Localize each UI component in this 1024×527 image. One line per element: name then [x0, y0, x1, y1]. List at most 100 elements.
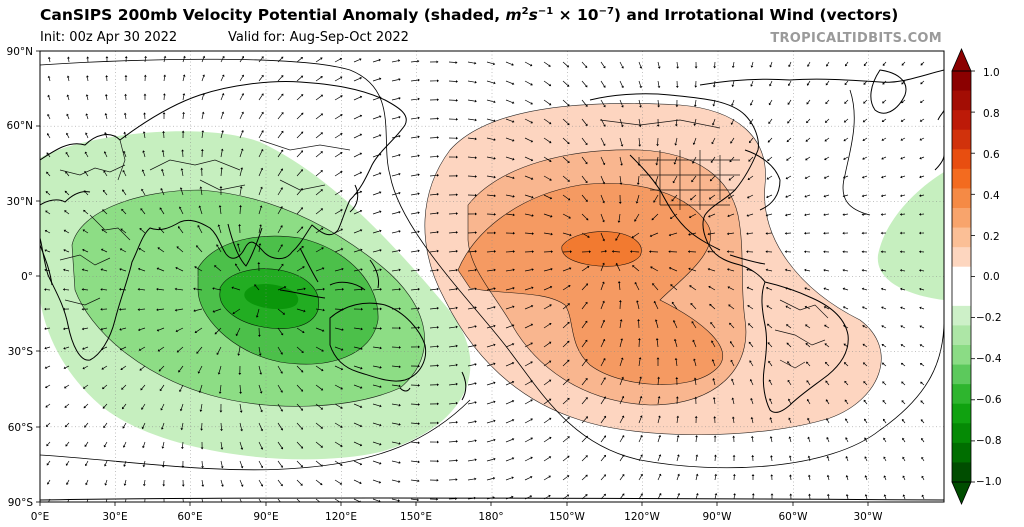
wind-vector-head [341, 267, 344, 271]
wind-vector-head [123, 464, 126, 467]
wind-vector [581, 456, 587, 462]
wind-vector-head [695, 473, 699, 476]
wind-vector [581, 175, 587, 182]
wind-vector-head [360, 347, 363, 350]
wind-vector-head [787, 361, 790, 364]
wind-vector [467, 156, 476, 159]
wind-vector [844, 137, 849, 141]
wind-vector [334, 77, 341, 82]
wind-vector [826, 61, 830, 66]
wind-vector-head [530, 323, 534, 327]
wind-vector-head [512, 231, 515, 235]
wind-vector [296, 208, 302, 215]
wind-vector [391, 231, 399, 234]
wind-vector [619, 156, 622, 164]
wind-vector [562, 118, 569, 125]
wind-vector-head [548, 140, 552, 144]
wind-vector [353, 365, 361, 369]
wind-vector-head [417, 268, 420, 272]
wind-vector-head [341, 348, 344, 351]
wind-vector-head [379, 115, 382, 118]
wind-vector-head [142, 445, 145, 449]
wind-vector-head [140, 208, 143, 211]
wind-vector [865, 495, 868, 500]
wind-vector-head [436, 459, 439, 463]
wind-vector [353, 498, 360, 502]
wind-vector [524, 324, 532, 329]
wind-vector [67, 115, 70, 120]
colorbar-segment [952, 247, 971, 268]
wind-vector-head [631, 235, 635, 239]
wind-vector [353, 96, 361, 101]
wind-vector-head [861, 306, 865, 309]
wind-vector-head [82, 366, 85, 370]
wind-vector [448, 250, 456, 253]
wind-vector [656, 156, 659, 164]
wind-vector-head [417, 78, 420, 82]
wind-vector [410, 250, 418, 253]
wind-vector [353, 327, 361, 330]
wind-vector [543, 268, 551, 272]
wind-vector-head [639, 415, 643, 418]
wind-vector-head [732, 435, 736, 438]
wind-vector-head [549, 304, 552, 307]
wind-vector-head [239, 186, 243, 189]
wind-vector [448, 460, 457, 462]
wind-vector [65, 346, 70, 349]
wind-vector-head [861, 231, 864, 235]
wind-vector-head [201, 111, 205, 114]
wind-vector [844, 325, 849, 329]
wind-vector [903, 439, 906, 443]
wind-vector [467, 288, 475, 291]
wind-vector [467, 345, 475, 348]
wind-vector [315, 460, 322, 466]
wind-vector [67, 479, 70, 484]
wind-vector [48, 115, 51, 120]
wind-vector [524, 194, 532, 198]
wind-vector-head [726, 232, 730, 236]
wind-vector [651, 267, 659, 272]
wind-vector-head [199, 409, 203, 412]
wind-vector [864, 99, 868, 103]
wind-vector [158, 308, 165, 311]
wind-vector-head [320, 482, 323, 486]
wind-vector-head [179, 408, 183, 412]
wind-vector [562, 285, 570, 291]
wind-vector-head [122, 445, 126, 448]
wind-vector [258, 169, 263, 177]
wind-vector-head [417, 249, 420, 253]
colorbar-segment [952, 384, 971, 405]
wind-vector [296, 170, 302, 177]
longitude-labels: 0°E 30°E 60°E 90°E 120°E 150°E 180° 150°… [31, 511, 883, 523]
wind-vector [616, 264, 621, 272]
wind-vector-head [67, 56, 70, 59]
wind-vector-head [179, 389, 182, 393]
wind-vector [448, 232, 457, 234]
wind-vector [353, 191, 361, 196]
brand-watermark: TROPICALTIDBITS.COM [770, 31, 942, 46]
wind-vector-head [85, 113, 89, 116]
wind-vector-head [920, 63, 923, 66]
wind-vector-head [639, 85, 643, 89]
wind-vector [353, 249, 361, 253]
wind-vector [83, 346, 89, 349]
wind-vector [200, 403, 203, 411]
wind-vector-head [512, 195, 515, 198]
lat-label: 90°N [7, 46, 33, 58]
wind-vector [524, 269, 532, 272]
wind-vector-head [340, 190, 343, 193]
wind-vector [142, 403, 146, 409]
wind-vector-head [920, 81, 923, 85]
wind-vector-head [379, 191, 382, 194]
wind-vector [657, 456, 661, 462]
wind-vector [486, 288, 494, 291]
wind-vector [771, 457, 773, 462]
wind-vector [562, 80, 569, 86]
wind-vector-head [732, 454, 736, 457]
wind-vector [181, 422, 184, 429]
wind-vector-head [919, 194, 922, 197]
wind-vector [600, 213, 604, 221]
wind-vector [787, 325, 792, 329]
wind-vector [201, 57, 205, 63]
wind-vector-head [118, 288, 122, 291]
